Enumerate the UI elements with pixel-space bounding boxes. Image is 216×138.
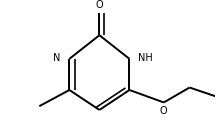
Text: NH: NH xyxy=(138,53,153,63)
Text: N: N xyxy=(53,53,61,63)
Text: O: O xyxy=(160,106,168,116)
Text: O: O xyxy=(96,0,103,10)
